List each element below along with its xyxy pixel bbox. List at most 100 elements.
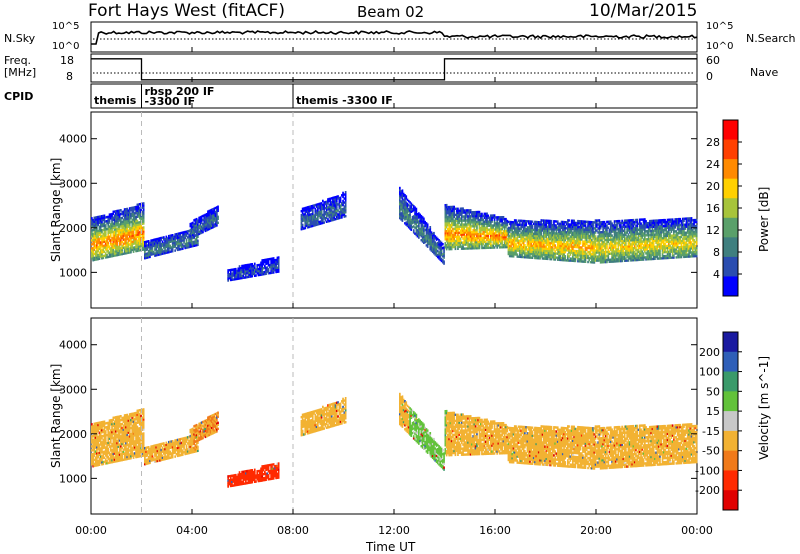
power-cell (416, 219, 419, 222)
power-cell (265, 262, 267, 265)
power-cell (493, 218, 496, 221)
power-cell (614, 228, 617, 231)
power-cell (536, 248, 539, 252)
power-cell (560, 252, 563, 256)
power-cell (558, 228, 560, 231)
power-cell (246, 271, 248, 275)
power-cell (599, 257, 602, 260)
power-cell (539, 249, 541, 252)
power-cell (317, 207, 319, 210)
power-cell (415, 209, 418, 213)
power-cell (587, 232, 589, 236)
power-cell (495, 238, 497, 241)
power-cell (492, 224, 495, 227)
power-cell (135, 205, 137, 209)
power-cell (524, 221, 526, 225)
power-cell (423, 239, 425, 242)
power-cell (399, 212, 401, 216)
power-cell (234, 277, 237, 281)
power-cell (156, 243, 159, 247)
power-cell (544, 221, 546, 224)
power-cell (136, 221, 139, 224)
power-cell (141, 248, 144, 251)
power-cell (613, 224, 616, 227)
power-cell (113, 254, 116, 257)
power-cell (546, 253, 549, 257)
power-cell (199, 224, 202, 227)
power-cell (471, 231, 473, 234)
power-cell (314, 222, 317, 225)
power-cell (555, 232, 558, 235)
power-cell (410, 222, 413, 225)
power-cell (503, 244, 506, 247)
power-cell (469, 245, 472, 248)
power-cell (564, 237, 567, 240)
power-cell (117, 227, 120, 230)
power-cell (521, 235, 524, 239)
power-cell (561, 226, 564, 230)
power-cell (602, 257, 604, 260)
power-cell (580, 252, 583, 255)
power-cell (344, 199, 347, 202)
power-cell (626, 225, 628, 228)
power-cell (317, 211, 319, 214)
power-cell (141, 234, 144, 237)
power-cell (484, 222, 487, 225)
power-cell (603, 256, 606, 260)
power-cell (500, 220, 502, 223)
power-cell (487, 222, 490, 225)
power-cell (449, 239, 452, 243)
power-cell (184, 244, 187, 248)
power-cell (424, 238, 426, 242)
power-cell (99, 237, 102, 240)
power-cell (530, 252, 533, 255)
power-cell (567, 223, 569, 226)
power-cell (194, 234, 197, 237)
power-cell (449, 211, 452, 215)
power-cell (597, 255, 599, 258)
power-cell (493, 236, 496, 239)
power-cell (574, 255, 577, 259)
power-cell (481, 228, 483, 232)
power-cell (466, 223, 468, 226)
power-cell (623, 241, 626, 244)
power-cell (565, 249, 568, 252)
power-cell (399, 196, 401, 200)
power-cell (198, 226, 200, 230)
power-cell (561, 252, 564, 256)
power-cell (207, 212, 209, 215)
power-cell (325, 220, 328, 223)
power-cell (276, 266, 279, 269)
power-cell (133, 228, 136, 231)
power-cell (589, 244, 592, 248)
power-cell (503, 219, 506, 223)
power-cell (109, 225, 112, 228)
power-cell (232, 270, 235, 273)
power-cell (132, 228, 135, 231)
power-cell (591, 235, 593, 238)
power-cell (448, 217, 450, 221)
power-cell (603, 254, 606, 258)
power-cell (564, 259, 567, 262)
power-cell (567, 259, 569, 262)
power-cell (450, 233, 453, 237)
power-cell (570, 219, 573, 222)
power-cell (135, 249, 137, 253)
power-cell (599, 255, 602, 258)
power-cell (183, 233, 185, 236)
power-cell (141, 226, 144, 229)
power-cell (450, 205, 453, 209)
power-cell (490, 230, 492, 233)
power-cell (506, 221, 509, 225)
power-cell (539, 225, 541, 228)
power-cell (520, 249, 522, 253)
power-cell (399, 216, 401, 220)
power-cell (612, 238, 615, 241)
power-cell (620, 257, 622, 261)
power-cell (443, 248, 445, 251)
power-cell (563, 232, 565, 236)
power-cell (577, 252, 579, 255)
power-cell (628, 221, 631, 224)
power-cell (495, 222, 497, 225)
power-cell (132, 238, 135, 241)
